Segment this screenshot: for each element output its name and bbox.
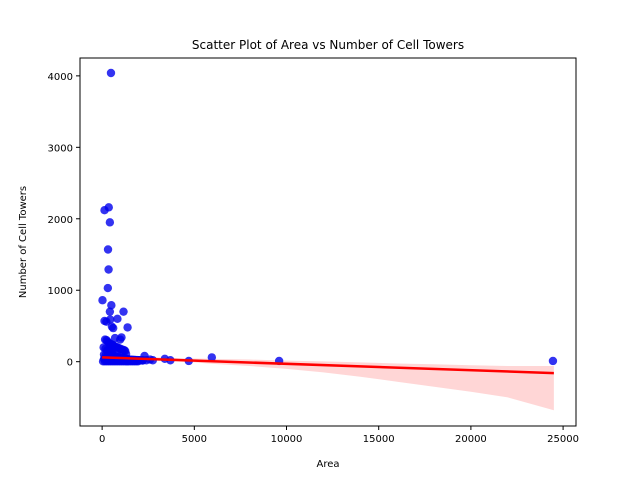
- x-tick-label: 25000: [547, 434, 579, 445]
- y-tick-label: 2000: [48, 215, 73, 226]
- scatter-point: [105, 218, 115, 227]
- scatter-points-layer: [98, 68, 558, 366]
- y-tick-label: 3000: [48, 143, 73, 154]
- scatter-point: [106, 68, 116, 78]
- scatter-point: [138, 356, 147, 365]
- y-axis-label: Number of Cell Towers: [18, 186, 29, 298]
- y-tick-label: 1000: [48, 286, 73, 297]
- scatter-point: [113, 314, 122, 324]
- scatter-point: [123, 323, 132, 332]
- x-tick-label: 15000: [363, 434, 395, 445]
- scatter-point: [105, 307, 115, 316]
- scatter-point: [207, 353, 217, 362]
- regression-line: [102, 356, 554, 375]
- scatter-point: [98, 296, 107, 305]
- scatter-point: [104, 265, 113, 274]
- scatter-point: [119, 307, 128, 316]
- scatter-point: [115, 335, 125, 344]
- scatter-point: [100, 206, 109, 215]
- x-axis-label: Area: [316, 459, 339, 470]
- x-tick-label: 10000: [271, 434, 303, 445]
- y-tick-label: 0: [67, 358, 73, 369]
- x-tick-label: 5000: [182, 434, 207, 445]
- plot-frame: [79, 57, 577, 427]
- y-tick-label: 4000: [48, 72, 73, 83]
- x-axis-ticks: 0 5000 10000 15000 20000 25000: [99, 426, 579, 445]
- chart-title: Scatter Plot of Area vs Number of Cell T…: [192, 38, 464, 52]
- x-tick-label: 0: [99, 434, 105, 445]
- scatter-point: [107, 301, 116, 310]
- y-axis-ticks: 0 1000 2000 3000 4000: [48, 72, 80, 369]
- scatter-point: [108, 323, 118, 333]
- x-tick-label: 20000: [455, 434, 487, 445]
- regression-line-layer: [102, 356, 554, 375]
- scatter-point: [103, 245, 113, 254]
- scatter-point: [548, 356, 558, 366]
- scatter-point: [103, 283, 113, 293]
- scatter-point: [106, 315, 115, 324]
